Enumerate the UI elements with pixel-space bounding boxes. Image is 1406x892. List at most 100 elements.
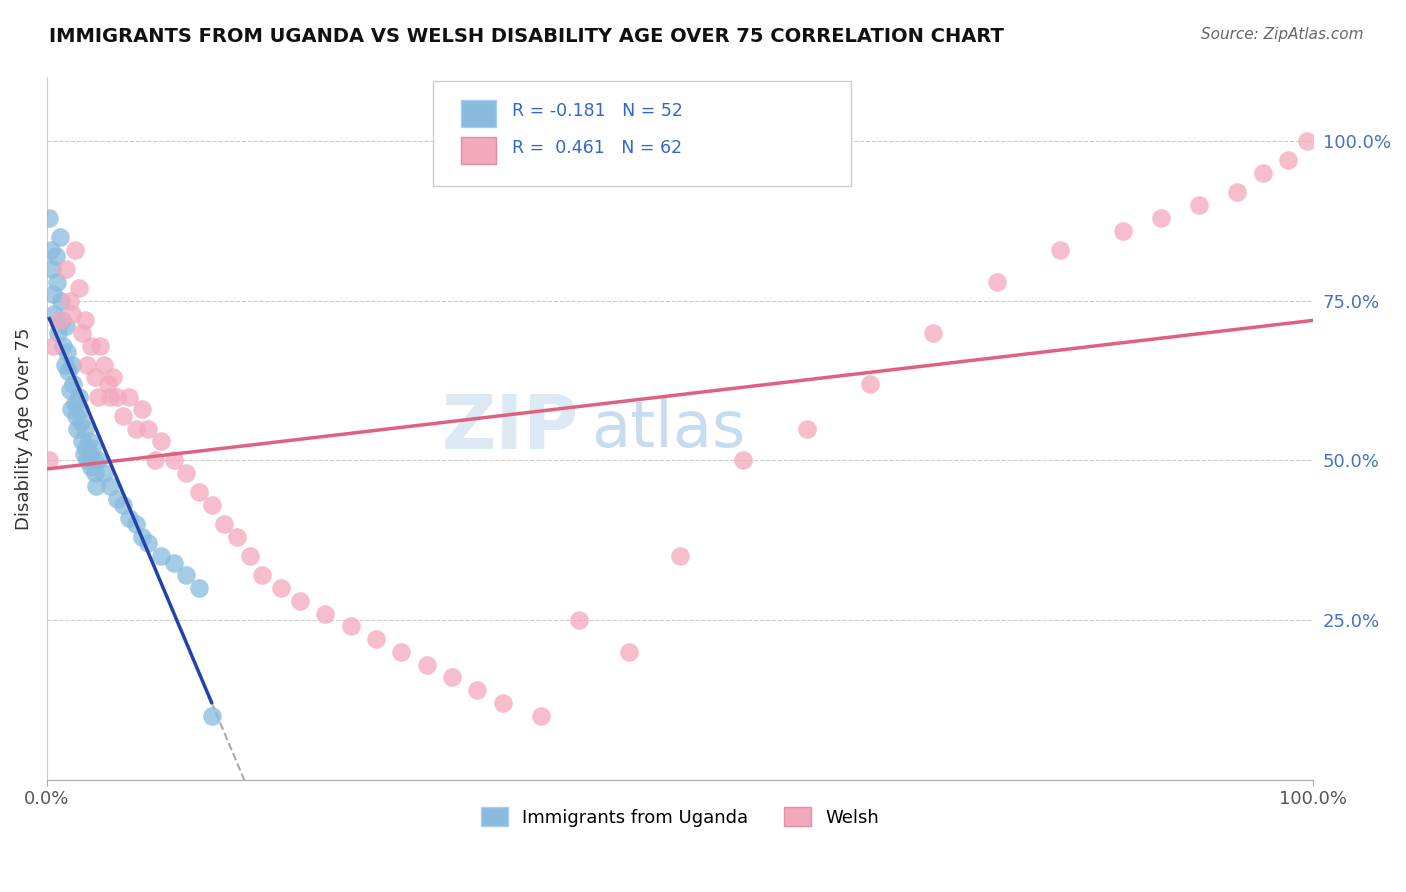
Point [51, 313, 73, 327]
Point [46, 326, 69, 340]
Point [162, 556, 184, 570]
Point [58, 364, 80, 378]
Point [288, 594, 311, 608]
Point [73, 421, 96, 435]
Point [44, 307, 66, 321]
Point [80, 459, 103, 474]
Point [72, 326, 94, 340]
Point [72, 434, 94, 449]
Point [105, 491, 128, 506]
Point [366, 632, 388, 647]
Point [56, 345, 79, 359]
Point [238, 549, 260, 564]
Point [39, 243, 62, 257]
Point [59, 383, 82, 397]
Point [55, 319, 77, 334]
FancyBboxPatch shape [461, 137, 496, 164]
Point [441, 671, 464, 685]
Point [733, 453, 755, 467]
Point [45, 249, 67, 263]
Point [98, 479, 121, 493]
Point [38, 453, 60, 467]
Point [97, 376, 120, 391]
Point [467, 683, 489, 698]
Point [41, 262, 63, 277]
Point [60, 358, 83, 372]
Point [340, 619, 363, 633]
Point [136, 421, 159, 435]
Point [89, 338, 111, 352]
Point [1251, 166, 1274, 180]
Point [149, 434, 172, 449]
Text: R = -0.181   N = 52: R = -0.181 N = 52 [512, 103, 682, 120]
Point [131, 530, 153, 544]
Point [187, 581, 209, 595]
Point [69, 402, 91, 417]
Point [796, 421, 818, 435]
Point [124, 421, 146, 435]
Point [149, 549, 172, 564]
Point [174, 568, 197, 582]
FancyBboxPatch shape [461, 100, 496, 127]
Point [59, 293, 82, 308]
Point [80, 338, 103, 352]
Y-axis label: Disability Age Over 75: Disability Age Over 75 [15, 327, 32, 530]
Point [86, 453, 108, 467]
Point [67, 390, 90, 404]
Point [84, 479, 107, 493]
Point [42, 287, 65, 301]
Point [62, 376, 84, 391]
Text: IMMIGRANTS FROM UGANDA VS WELSH DISABILITY AGE OVER 75 CORRELATION CHART: IMMIGRANTS FROM UGANDA VS WELSH DISABILI… [49, 27, 1004, 45]
Point [492, 696, 515, 710]
Point [101, 370, 124, 384]
Point [98, 390, 121, 404]
Point [187, 485, 209, 500]
Point [315, 607, 337, 621]
Point [143, 453, 166, 467]
Point [79, 447, 101, 461]
Point [83, 453, 105, 467]
Point [859, 376, 882, 391]
Point [118, 390, 141, 404]
Point [76, 358, 98, 372]
Point [391, 645, 413, 659]
Point [59, 402, 82, 417]
Text: ZIP: ZIP [441, 392, 579, 465]
Point [63, 243, 86, 257]
Point [669, 549, 692, 564]
Point [84, 370, 107, 384]
Point [270, 581, 292, 595]
Text: R =  0.461   N = 62: R = 0.461 N = 62 [512, 139, 682, 157]
Text: atlas: atlas [592, 398, 745, 459]
Point [49, 293, 72, 308]
Point [1226, 186, 1249, 200]
Point [65, 409, 87, 423]
Point [212, 517, 235, 532]
Point [38, 211, 60, 225]
Point [73, 313, 96, 327]
Point [1112, 224, 1135, 238]
Point [986, 275, 1008, 289]
Point [416, 657, 439, 672]
Point [111, 409, 134, 423]
Point [67, 281, 90, 295]
Point [131, 402, 153, 417]
Legend: Immigrants from Uganda, Welsh: Immigrants from Uganda, Welsh [474, 800, 887, 834]
Point [225, 530, 247, 544]
Point [105, 390, 128, 404]
Text: Source: ZipAtlas.com: Source: ZipAtlas.com [1201, 27, 1364, 42]
Point [46, 275, 69, 289]
Point [200, 708, 222, 723]
Point [136, 536, 159, 550]
Point [75, 441, 97, 455]
Point [619, 645, 641, 659]
Point [111, 498, 134, 512]
Point [66, 421, 89, 435]
Point [118, 511, 141, 525]
Point [530, 708, 553, 723]
Point [42, 338, 65, 352]
Point [82, 441, 104, 455]
Point [568, 613, 591, 627]
Point [63, 396, 86, 410]
Point [55, 262, 77, 277]
